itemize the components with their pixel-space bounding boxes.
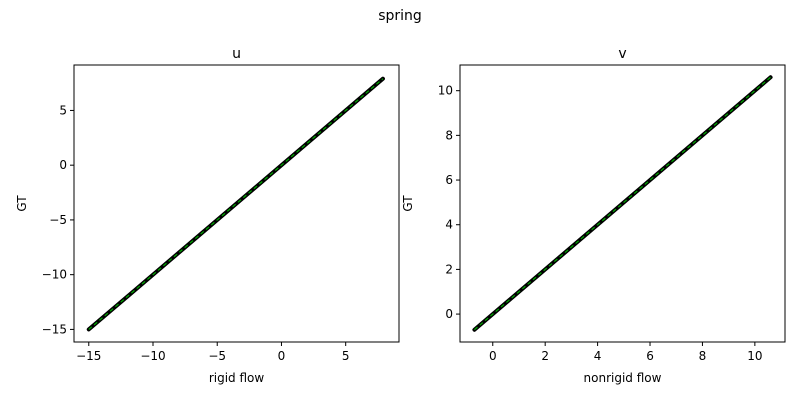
- y-tick-label: −5: [49, 213, 67, 227]
- x-tick-label: −15: [76, 349, 101, 363]
- x-tick-label: 2: [541, 349, 549, 363]
- chart-panel-v: v 0 2 4 6 8 10 0 2 4 6 8 10 nonrigid flow GT: [401, 46, 786, 385]
- y-tick-label: 2: [445, 262, 453, 276]
- chart-panel-u: u −15 −10 −5 0 5 −15 −10 −5 0 5 rigid flow GT: [15, 46, 400, 385]
- x-tick-label: 5: [342, 349, 350, 363]
- y-tick-label: 0: [445, 307, 453, 321]
- x-tick-label: 6: [646, 349, 654, 363]
- y-tick-label: 10: [438, 84, 453, 98]
- plot-frame: [459, 64, 786, 343]
- data-line: [88, 78, 384, 330]
- data-line: [474, 76, 771, 331]
- x-tick-label: 4: [594, 349, 602, 363]
- x-tick-label: −5: [208, 349, 226, 363]
- plot-frame: [73, 64, 400, 343]
- y-axis-label: GT: [401, 195, 415, 212]
- x-tick-label: −10: [140, 349, 165, 363]
- x-tick-label: 10: [747, 349, 762, 363]
- x-axis-label: nonrigid flow: [584, 371, 662, 385]
- y-tick-label: 5: [59, 103, 67, 117]
- figure-title: spring: [378, 8, 422, 24]
- panel-title: v: [618, 46, 626, 62]
- y-tick-label: −10: [42, 268, 67, 282]
- y-tick-label: 8: [445, 128, 453, 142]
- x-tick-label: 0: [278, 349, 286, 363]
- x-axis-label: rigid flow: [209, 371, 265, 385]
- x-tick-label: 0: [489, 349, 497, 363]
- y-axis-label: GT: [15, 195, 29, 212]
- panel-title: u: [232, 46, 241, 62]
- y-tick-label: −15: [42, 322, 67, 336]
- y-tick-label: 6: [445, 173, 453, 187]
- y-tick-label: 4: [445, 218, 453, 232]
- y-tick-label: 0: [59, 158, 67, 172]
- x-tick-label: 8: [699, 349, 707, 363]
